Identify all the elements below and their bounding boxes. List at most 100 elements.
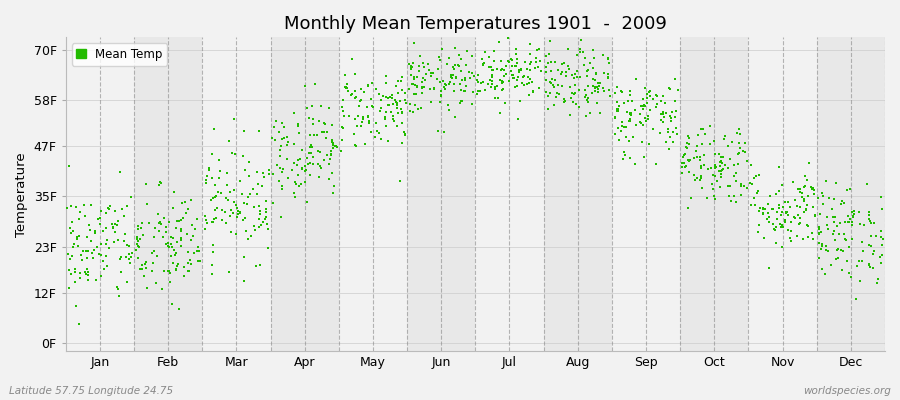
Point: [550, 89, 564, 96]
Point: [735, 148, 750, 154]
Point: [649, 104, 663, 110]
Point: [869, 233, 884, 239]
Point: [67, 244, 81, 250]
Point: [91, 216, 105, 222]
Point: [781, 199, 796, 205]
Point: [650, 92, 664, 99]
Point: [407, 90, 421, 97]
Point: [223, 228, 238, 235]
Point: [458, 82, 473, 89]
Point: [294, 146, 309, 153]
Point: [819, 242, 833, 249]
Point: [130, 255, 145, 262]
Point: [841, 219, 855, 226]
Point: [190, 248, 204, 254]
Point: [799, 222, 814, 228]
Point: [382, 102, 396, 108]
Point: [644, 93, 658, 99]
Point: [442, 55, 456, 62]
Point: [144, 268, 158, 274]
Point: [774, 244, 788, 250]
Point: [287, 179, 302, 186]
Point: [697, 152, 711, 158]
Point: [547, 58, 562, 65]
Point: [192, 248, 206, 254]
Point: [842, 216, 857, 222]
Point: [75, 256, 89, 263]
Point: [393, 78, 408, 84]
Point: [426, 69, 440, 76]
Point: [171, 261, 185, 267]
Point: [387, 96, 401, 103]
Point: [180, 249, 194, 256]
Point: [813, 211, 827, 217]
Point: [581, 83, 596, 90]
Point: [405, 81, 419, 88]
Point: [312, 118, 327, 124]
Point: [649, 92, 663, 98]
Point: [861, 262, 876, 268]
Point: [232, 208, 247, 215]
Point: [324, 152, 338, 158]
Point: [244, 233, 258, 240]
Point: [334, 148, 348, 154]
Point: [184, 237, 199, 243]
Point: [273, 153, 287, 160]
Point: [589, 83, 603, 90]
Point: [561, 46, 575, 52]
Point: [78, 213, 93, 219]
Point: [806, 235, 820, 242]
Point: [682, 135, 697, 142]
Point: [385, 95, 400, 101]
Point: [847, 211, 861, 218]
Point: [506, 72, 520, 78]
Point: [206, 195, 220, 201]
Point: [784, 238, 798, 244]
Point: [374, 108, 388, 114]
Point: [317, 120, 331, 126]
Point: [74, 252, 88, 258]
Point: [458, 76, 473, 83]
Point: [662, 145, 676, 152]
Point: [654, 111, 669, 118]
Point: [703, 140, 717, 147]
Point: [442, 106, 456, 113]
Title: Monthly Mean Temperatures 1901  -  2009: Monthly Mean Temperatures 1901 - 2009: [284, 15, 667, 33]
Point: [215, 207, 230, 213]
Point: [185, 222, 200, 228]
Point: [522, 79, 536, 86]
Point: [191, 258, 205, 264]
Point: [770, 216, 784, 222]
Point: [111, 218, 125, 224]
Point: [842, 270, 856, 276]
Point: [212, 168, 227, 174]
Point: [73, 208, 87, 215]
Point: [494, 66, 508, 72]
Point: [473, 80, 488, 86]
Point: [720, 143, 734, 149]
Point: [610, 98, 625, 105]
Point: [106, 224, 121, 230]
Point: [266, 199, 280, 206]
Point: [708, 151, 723, 157]
Point: [164, 241, 178, 248]
Point: [457, 74, 472, 81]
Point: [498, 67, 512, 73]
Point: [356, 115, 371, 122]
Point: [805, 230, 819, 236]
Point: [247, 223, 261, 229]
Point: [118, 231, 132, 237]
Point: [720, 183, 734, 190]
Point: [590, 80, 605, 86]
Point: [193, 258, 207, 264]
Point: [724, 197, 738, 204]
Point: [243, 190, 257, 197]
Point: [779, 209, 794, 216]
Point: [305, 116, 320, 122]
Point: [690, 154, 705, 160]
Point: [557, 96, 572, 103]
Point: [509, 77, 524, 84]
Point: [843, 186, 858, 192]
Point: [84, 227, 98, 234]
Point: [338, 71, 352, 78]
